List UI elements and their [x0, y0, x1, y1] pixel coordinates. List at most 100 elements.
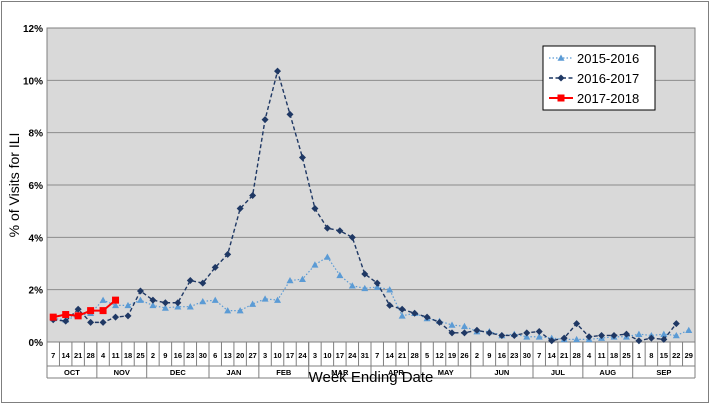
- y-axis-tick-labels: 0% 2% 4% 6% 8% 10% 12%: [23, 24, 43, 349]
- series-2017-2018: [49, 296, 120, 321]
- data-point: [87, 318, 95, 326]
- data-point: [136, 287, 144, 295]
- x-week-tick-label: 18: [610, 351, 618, 360]
- data-point: [398, 305, 406, 313]
- data-point: [660, 330, 668, 337]
- data-point: [560, 334, 568, 342]
- x-week-tick-label: 2: [475, 351, 479, 360]
- data-point: [49, 313, 57, 321]
- x-week-tick-label: 27: [248, 351, 256, 360]
- x-week-tick-label: 11: [598, 351, 606, 360]
- x-week-tick-label: 8: [649, 351, 653, 360]
- data-point: [635, 337, 643, 345]
- data-point: [386, 301, 394, 309]
- x-month-label: MAR: [331, 368, 349, 377]
- x-week-tick-label: 16: [174, 351, 182, 360]
- data-point: [386, 286, 394, 293]
- x-week-tick-label: 17: [286, 351, 294, 360]
- y-axis-label: % of Visits for ILI: [6, 133, 22, 238]
- data-point: [174, 303, 182, 310]
- legend-swatch-marker: [557, 54, 565, 61]
- x-month-label: DEC: [170, 368, 186, 377]
- y-tick-label: 12%: [23, 24, 43, 35]
- x-week-tick-label: 22: [672, 351, 680, 360]
- x-month-label: APR: [388, 368, 404, 377]
- data-point: [523, 329, 531, 337]
- legend-entry-label: 2016-2017: [577, 71, 639, 86]
- data-point: [249, 191, 257, 199]
- data-point: [87, 307, 95, 315]
- data-point: [510, 331, 518, 339]
- data-point: [685, 326, 693, 334]
- data-point: [660, 335, 668, 343]
- data-point: [261, 295, 269, 302]
- data-point: [311, 261, 319, 268]
- y-tick-label: 10%: [23, 76, 43, 87]
- data-point: [112, 313, 120, 321]
- data-point: [236, 205, 244, 213]
- x-week-tick-label: 9: [163, 351, 167, 360]
- data-point: [286, 110, 294, 118]
- data-point: [373, 283, 381, 290]
- x-week-tick-label: 7: [537, 351, 541, 360]
- data-point: [460, 329, 468, 337]
- data-point: [186, 303, 194, 310]
- x-week-tick-label: 4: [587, 351, 592, 360]
- x-month-label: NOV: [114, 368, 130, 377]
- data-point: [373, 279, 381, 287]
- data-point: [62, 317, 70, 325]
- data-point: [348, 233, 356, 241]
- x-week-tick-label: 28: [86, 351, 94, 360]
- x-week-tick-label: 14: [386, 351, 395, 360]
- data-point: [298, 154, 306, 162]
- data-point: [323, 224, 331, 232]
- x-week-tick-label: 21: [560, 351, 568, 360]
- data-point: [112, 296, 120, 304]
- data-point: [99, 296, 107, 303]
- data-point: [236, 307, 244, 314]
- x-week-tick-label: 13: [224, 351, 232, 360]
- data-point: [448, 321, 456, 328]
- data-point: [74, 305, 82, 313]
- y-tick-label: 6%: [29, 181, 44, 192]
- data-point: [124, 312, 132, 320]
- data-point: [274, 67, 282, 75]
- x-week-tick-label: 21: [398, 351, 406, 360]
- data-point: [136, 296, 144, 303]
- x-week-tick-label: 17: [336, 351, 344, 360]
- data-point: [298, 275, 306, 282]
- y-tick-label: 4%: [29, 233, 44, 244]
- data-point: [286, 277, 294, 284]
- series-line: [53, 256, 690, 340]
- data-point: [99, 318, 107, 326]
- x-week-tick-label: 23: [186, 351, 194, 360]
- data-point: [336, 271, 344, 279]
- x-month-label: JUL: [551, 368, 566, 377]
- x-week-tick-label: 12: [435, 351, 443, 360]
- data-point: [199, 297, 207, 305]
- x-week-tick-label: 25: [136, 351, 144, 360]
- data-point: [211, 296, 219, 303]
- x-month-label: FEB: [276, 368, 292, 377]
- data-point: [149, 301, 157, 309]
- data-point: [74, 312, 82, 320]
- data-point: [186, 277, 194, 285]
- data-point: [261, 116, 269, 124]
- data-point: [523, 333, 531, 340]
- data-point: [573, 335, 581, 343]
- x-week-tick-label: 14: [548, 351, 557, 360]
- data-point: [274, 296, 282, 303]
- x-month-label: JUN: [494, 368, 509, 377]
- x-week-tick-label: 3: [313, 351, 317, 360]
- data-point: [211, 263, 219, 271]
- x-week-tick-label: 18: [124, 351, 132, 360]
- legend-swatch-marker: [557, 74, 565, 82]
- data-point: [149, 296, 157, 304]
- x-week-tick-label: 10: [273, 351, 281, 360]
- data-point: [423, 313, 431, 321]
- data-point: [460, 322, 468, 330]
- data-point: [585, 333, 593, 341]
- x-week-tick-label: 24: [348, 351, 357, 360]
